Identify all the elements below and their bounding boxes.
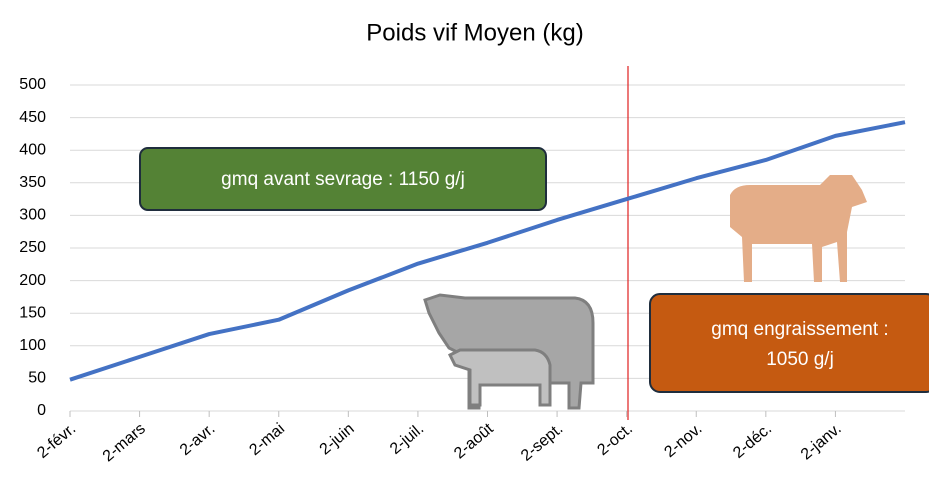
annotation-box — [650, 294, 929, 392]
x-tick-label: 2-avr. — [177, 420, 219, 459]
x-tick-label: 2-juin — [317, 420, 358, 458]
x-tick-label: 2-mai — [246, 420, 288, 459]
x-tick-label: 2-févr. — [34, 420, 79, 462]
y-tick-label: 450 — [19, 109, 46, 126]
annotation: gmq avant sevrage : 1150 g/j — [221, 169, 465, 190]
y-tick-label: 100 — [19, 337, 46, 354]
y-tick-label: 0 — [37, 402, 46, 419]
x-tick-label: 2-nov. — [661, 420, 705, 461]
y-tick-label: 200 — [19, 272, 46, 289]
y-tick-label: 350 — [19, 174, 46, 191]
annotation: gmq engraissement : — [711, 319, 888, 340]
calf-icon — [730, 175, 867, 282]
y-tick-label: 300 — [19, 207, 46, 224]
cow-icon — [425, 295, 593, 408]
x-tick-label: 2-août — [451, 420, 497, 463]
chart-title: Poids vif Moyen (kg) — [366, 19, 583, 46]
x-tick-label: 2-sept. — [518, 420, 566, 464]
y-tick-label: 250 — [19, 239, 46, 256]
x-tick-label: 2-mars — [100, 420, 149, 465]
y-tick-label: 500 — [19, 76, 46, 93]
y-tick-label: 150 — [19, 304, 46, 321]
x-tick-label: 2-juil. — [387, 420, 427, 458]
y-tick-label: 50 — [28, 370, 46, 387]
chart: Poids vif Moyen (kg) 0 50 100 150 200 250 300 3… — [0, 0, 929, 488]
x-tick-label: 2-janv. — [798, 420, 845, 463]
x-tick-label: 2-déc. — [730, 420, 775, 462]
x-tick-label: 2-oct. — [594, 420, 636, 459]
x-axis: 2-févr. 2-mars 2-avr. 2-mai 2-juin 2-juil. 2-a… — [34, 411, 844, 465]
y-tick-label: 400 — [19, 141, 46, 158]
annotation: 1050 g/j — [766, 349, 834, 370]
